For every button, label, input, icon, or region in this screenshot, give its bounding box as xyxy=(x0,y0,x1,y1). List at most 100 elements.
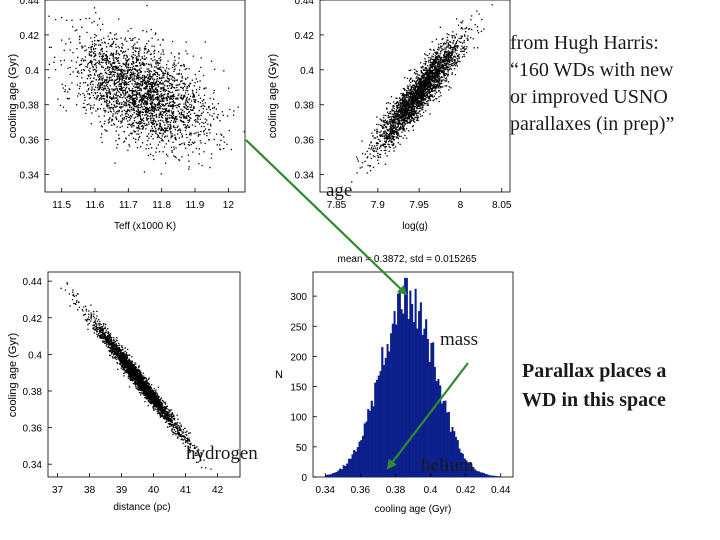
data-point xyxy=(150,109,152,111)
data-point xyxy=(178,159,181,161)
data-point xyxy=(150,53,152,55)
data-point xyxy=(126,56,128,58)
data-point xyxy=(99,77,101,80)
data-point xyxy=(145,106,147,108)
data-point xyxy=(112,90,114,92)
data-point xyxy=(136,65,138,67)
data-point xyxy=(410,108,413,110)
data-point xyxy=(152,154,154,157)
data-point xyxy=(102,61,104,64)
data-point xyxy=(133,112,135,114)
data-point xyxy=(205,87,207,89)
data-point xyxy=(164,93,166,95)
data-point xyxy=(156,89,158,91)
data-point xyxy=(201,164,203,167)
data-point xyxy=(132,56,134,59)
data-point xyxy=(126,40,128,42)
data-point xyxy=(440,42,442,45)
data-point xyxy=(126,82,128,84)
data-point xyxy=(199,134,201,136)
data-point xyxy=(131,132,133,134)
data-point xyxy=(145,82,147,84)
data-point xyxy=(118,78,121,80)
data-point xyxy=(153,103,156,105)
data-point xyxy=(120,85,123,88)
data-point xyxy=(380,144,382,146)
data-point xyxy=(146,107,148,109)
data-point xyxy=(431,95,433,97)
data-point xyxy=(476,10,478,12)
data-point xyxy=(400,103,402,105)
data-point xyxy=(441,63,444,66)
data-point xyxy=(99,63,101,66)
data-point xyxy=(438,66,440,69)
data-point xyxy=(163,74,165,77)
data-point xyxy=(111,79,114,81)
data-point xyxy=(102,89,104,91)
data-point xyxy=(127,59,129,61)
data-point xyxy=(406,116,408,118)
data-point xyxy=(434,64,436,66)
data-point xyxy=(152,88,154,90)
data-point xyxy=(223,148,225,150)
data-point xyxy=(453,60,456,62)
data-point xyxy=(115,106,117,108)
data-point xyxy=(103,123,106,125)
data-point xyxy=(116,38,118,40)
data-point xyxy=(405,114,407,116)
data-point xyxy=(101,66,103,68)
data-point xyxy=(151,96,153,98)
data-point xyxy=(163,84,166,87)
data-point xyxy=(141,56,143,58)
data-point xyxy=(167,87,169,89)
data-point xyxy=(426,91,428,93)
data-point xyxy=(417,78,419,80)
data-point xyxy=(132,109,134,111)
data-point xyxy=(447,43,450,45)
data-point xyxy=(169,128,171,130)
data-point xyxy=(92,83,94,86)
data-point xyxy=(88,87,90,90)
data-point xyxy=(167,77,169,80)
data-point xyxy=(152,96,154,98)
data-point xyxy=(172,79,174,81)
data-point xyxy=(176,126,178,129)
data-point xyxy=(137,87,140,89)
data-point xyxy=(204,105,206,107)
data-point xyxy=(136,127,138,129)
data-point xyxy=(379,118,381,120)
data-point xyxy=(463,41,465,43)
data-point xyxy=(110,32,112,34)
data-point xyxy=(78,38,81,41)
data-point xyxy=(163,94,165,96)
data-point xyxy=(106,92,108,94)
data-point xyxy=(393,113,395,115)
data-point xyxy=(410,95,412,97)
data-point xyxy=(421,103,423,105)
data-point xyxy=(403,100,406,103)
data-point xyxy=(410,86,412,88)
data-point xyxy=(435,62,437,64)
data-point xyxy=(94,92,97,95)
data-point xyxy=(437,61,439,63)
data-point xyxy=(165,110,168,112)
data-point xyxy=(155,81,157,84)
data-point xyxy=(135,57,137,59)
data-point xyxy=(92,66,94,68)
data-point xyxy=(168,79,170,81)
data-point xyxy=(137,47,139,49)
data-point xyxy=(161,115,163,117)
data-point xyxy=(85,17,87,20)
data-point xyxy=(161,117,163,119)
data-point xyxy=(444,64,446,66)
data-point xyxy=(424,77,426,79)
data-point xyxy=(364,160,366,162)
data-point xyxy=(396,101,398,104)
data-point xyxy=(144,64,146,66)
data-point xyxy=(419,80,421,83)
data-point xyxy=(380,125,383,127)
data-point xyxy=(439,55,441,57)
data-point xyxy=(121,76,124,79)
data-point xyxy=(105,92,107,94)
data-point xyxy=(430,66,432,69)
